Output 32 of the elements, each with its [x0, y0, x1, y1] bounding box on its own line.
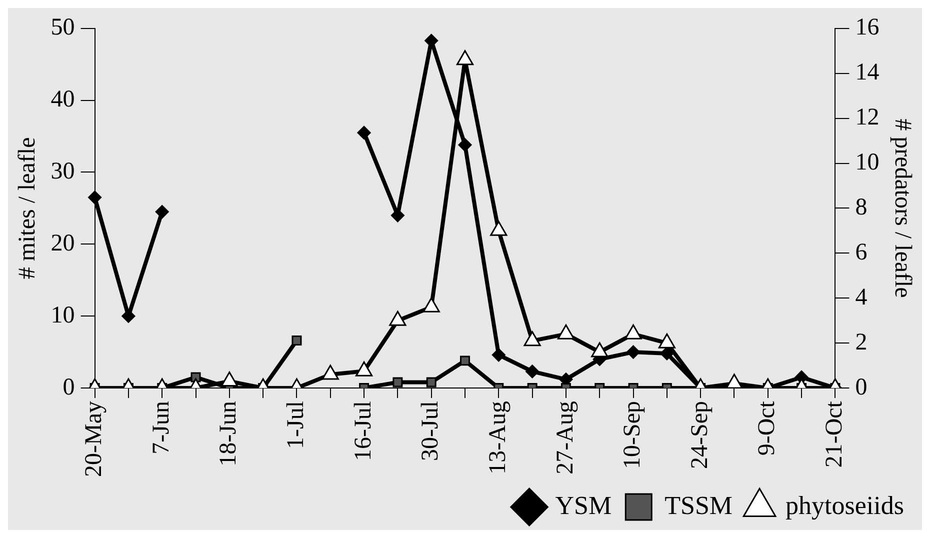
- y2-tick-label: 12: [855, 104, 880, 131]
- x-tick-label: 7-Jun: [148, 401, 174, 454]
- y2-tick-label: 14: [855, 60, 880, 86]
- y2-tick-label: 10: [855, 150, 880, 176]
- x-tick-label: 21-Oct: [821, 400, 848, 468]
- y-tick-label: 10: [50, 302, 75, 328]
- x-tick-label: 13-Aug: [484, 401, 511, 474]
- x-tick-label: 10-Sep: [620, 401, 646, 470]
- y2-tick-label: 2: [855, 329, 868, 356]
- x-tick-label: 1-Jul: [283, 400, 310, 450]
- x-tick-label: 24-Sep: [686, 401, 713, 470]
- y-tick-label: 40: [50, 86, 75, 113]
- y2-axis-title: # predators / leafle: [889, 118, 916, 298]
- x-tick-label: 27-Aug: [552, 401, 578, 474]
- y2-tick-label: 0: [855, 374, 868, 400]
- x-tick-label: 30-Jul: [418, 400, 444, 462]
- y-tick-label: 20: [50, 230, 75, 256]
- y2-tick-label: 4: [855, 284, 868, 310]
- x-tick-label: 9-Oct: [754, 400, 780, 456]
- y-tick-label: 50: [50, 14, 75, 41]
- x-tick-label: 16-Jul: [350, 400, 376, 462]
- y2-tick-label: 16: [855, 14, 880, 41]
- y2-tick-label: 8: [855, 194, 868, 221]
- x-tick-label: 20-May: [81, 401, 108, 477]
- x-tick-label: 18-Jun: [216, 401, 242, 466]
- y-tick-label: 30: [50, 158, 75, 185]
- legend-label: phytoseiids: [786, 490, 904, 520]
- y2-tick-label: 6: [855, 239, 868, 266]
- y-axis-title: # mites / leafle: [14, 137, 41, 280]
- legend-label: YSM: [555, 490, 612, 520]
- y-tick-label: 0: [62, 374, 75, 400]
- legend-label: TSSM: [664, 490, 733, 520]
